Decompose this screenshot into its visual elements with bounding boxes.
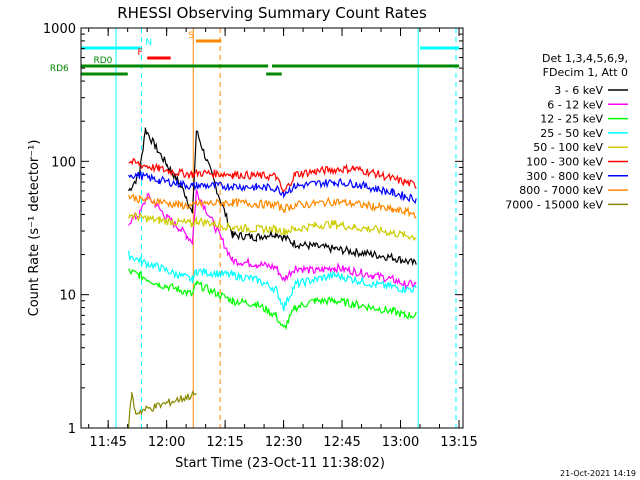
state-bar-label: S: [188, 31, 194, 41]
legend-label: 100 - 300 keV: [526, 156, 603, 169]
series-line: [128, 127, 417, 267]
x-axis: 11:45 12:00 12:15 12:30 12:45 13:00 13:15: [88, 28, 478, 450]
y-axis: 1 10 100 1000: [43, 22, 463, 437]
state-bar-label: N: [145, 38, 152, 48]
x-tick-label: 12:15: [206, 435, 243, 450]
plot-frame: [80, 27, 464, 429]
instrument-state-bars: N S F RD0 RD6: [50, 31, 460, 76]
series-line: [128, 170, 417, 205]
chart-title: RHESSI Observing Summary Count Rates: [117, 4, 427, 22]
x-tick-label: 12:00: [148, 435, 185, 450]
legend-header: FDecim 1, Att 0: [543, 66, 628, 79]
x-tick-label: 13:15: [440, 435, 477, 450]
y-tick-label: 100: [51, 155, 76, 170]
state-bar-label: F: [138, 48, 143, 58]
x-axis-label: Start Time (23-Oct-11 11:38:02): [175, 456, 385, 471]
state-bar-label: RD0: [93, 56, 112, 66]
state-bar-label: RD6: [50, 64, 69, 74]
series-line: [128, 250, 417, 312]
series-line: [128, 157, 417, 193]
footer-timestamp: 21-Oct-2021 14:19: [560, 469, 636, 478]
x-tick-label: 12:45: [323, 435, 360, 450]
series-lines: [128, 127, 417, 429]
y-tick-label: 1000: [43, 22, 76, 37]
legend-label: 800 - 7000 keV: [519, 184, 603, 197]
legend-label: 3 - 6 keV: [554, 84, 603, 97]
x-tick-label: 11:45: [89, 435, 126, 450]
legend-label: 300 - 800 keV: [526, 170, 603, 183]
x-tick-label: 13:00: [382, 435, 419, 450]
y-tick-label: 10: [59, 289, 76, 304]
series-line: [128, 211, 417, 242]
x-tick-label: 12:30: [265, 435, 302, 450]
legend-label: 50 - 100 keV: [533, 141, 603, 154]
legend-label: 12 - 25 keV: [540, 113, 603, 126]
series-line: [128, 193, 417, 220]
legend-header: Det 1,3,4,5,6,9,: [542, 52, 628, 65]
series-line: [128, 268, 417, 331]
y-tick-label: 1: [68, 422, 76, 437]
legend: Det 1,3,4,5,6,9,FDecim 1, Att 0 3 - 6 keV…: [505, 52, 628, 211]
legend-label: 25 - 50 keV: [540, 127, 603, 140]
vertical-markers: [115, 28, 457, 428]
legend-label: 6 - 12 keV: [547, 98, 603, 111]
series-line: [128, 390, 197, 429]
y-axis-label: Count Rate (s⁻¹ detector⁻¹): [27, 140, 42, 317]
legend-label: 7000 - 15000 keV: [505, 198, 603, 211]
